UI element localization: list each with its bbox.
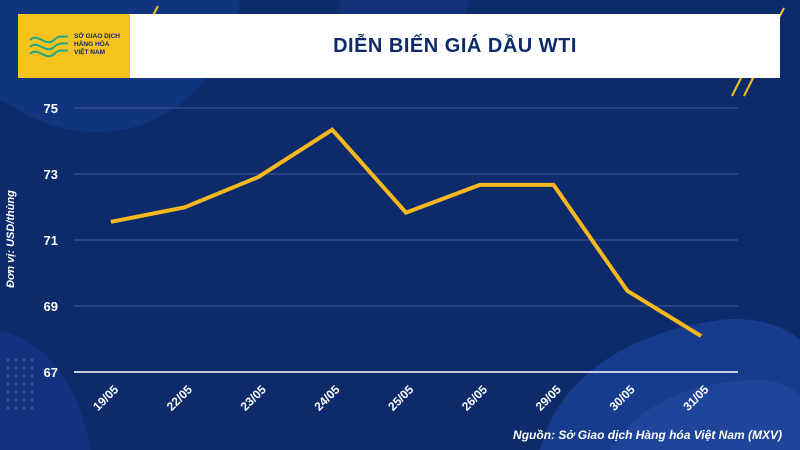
source-note: Nguồn: Sở Giao dịch Hàng hóa Việt Nam (M… [513, 428, 782, 442]
y-tick-label: 69 [44, 299, 58, 314]
x-tick-label: 23/05 [238, 382, 269, 413]
y-tick-label: 67 [44, 365, 58, 380]
x-tick-labels: 19/05 22/05 23/05 24/05 25/05 26/05 29/05 30/05… [90, 382, 712, 413]
y-tick-label: 71 [44, 233, 58, 248]
y-tick-label: 75 [44, 101, 58, 116]
x-tick-label: 31/05 [680, 382, 711, 413]
logo-block [18, 14, 130, 78]
logo-text: SỞ GIAO DỊCH HÀNG HÓA VIỆT NAM [74, 33, 134, 57]
y-axis-label: Đơn vị: USD/thùng [5, 190, 17, 288]
y-tick-labels: 67 69 71 73 75 [44, 101, 58, 380]
logo-line-1: SỞ GIAO DỊCH [74, 33, 120, 40]
y-tick-label: 73 [44, 167, 58, 182]
x-tick-label: 29/05 [533, 382, 564, 413]
logo-line-3: VIỆT NAM [74, 49, 106, 56]
x-tick-label: 22/05 [164, 382, 195, 413]
x-tick-label: 25/05 [385, 382, 416, 413]
gridlines [74, 107, 738, 373]
x-tick-label: 30/05 [607, 382, 638, 413]
logo-line-2: HÀNG HÓA [74, 41, 110, 48]
series-line [110, 127, 703, 338]
x-tick-label: 24/05 [311, 382, 342, 413]
x-tick-label: 19/05 [90, 382, 121, 413]
series-lines [110, 127, 703, 338]
x-tick-label: 26/05 [459, 382, 490, 413]
chart-title: DIỄN BIẾN GIÁ DẦU WTI [333, 35, 577, 57]
header-bar [18, 14, 780, 78]
logo-wave-icon [29, 35, 69, 58]
